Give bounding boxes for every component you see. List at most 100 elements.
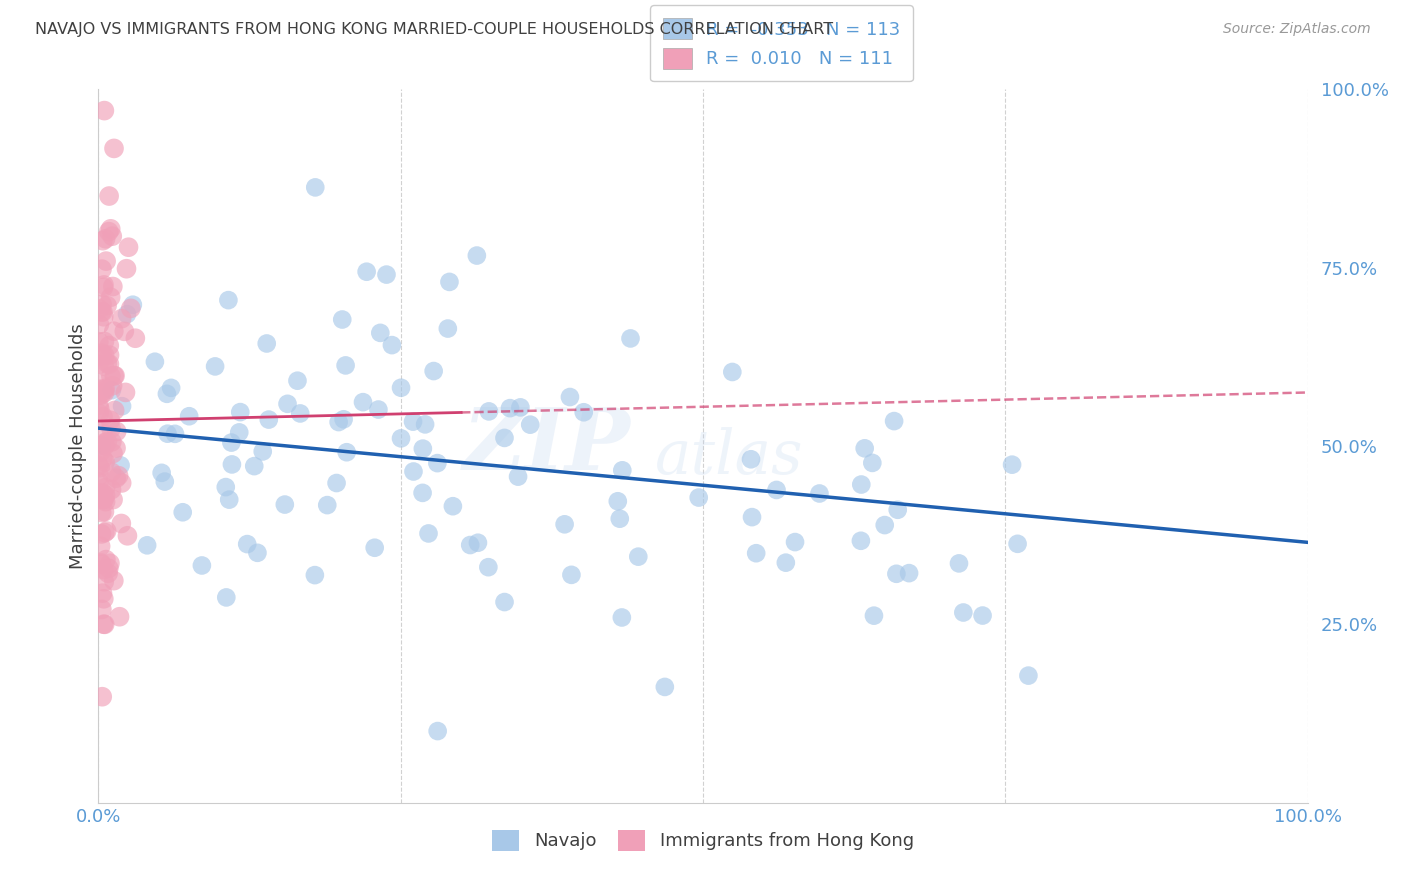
Point <box>96 299 118 313</box>
Point <box>156 426 179 441</box>
Point <box>98 556 121 570</box>
Point <box>101 279 124 293</box>
Point <box>111 311 134 326</box>
Point <box>402 415 425 429</box>
Point <box>112 324 135 338</box>
Point <box>91 690 114 704</box>
Point <box>87 334 110 349</box>
Point <box>554 517 576 532</box>
Point <box>509 401 531 415</box>
Point <box>93 384 115 398</box>
Point <box>172 505 194 519</box>
Point <box>101 378 124 392</box>
Point <box>381 338 404 352</box>
Point <box>654 680 676 694</box>
Point <box>90 602 112 616</box>
Point <box>93 492 115 507</box>
Y-axis label: Married-couple Households: Married-couple Households <box>69 323 87 569</box>
Point <box>93 277 115 292</box>
Point <box>94 439 117 453</box>
Point <box>883 414 905 428</box>
Point <box>741 510 763 524</box>
Point <box>367 402 389 417</box>
Point <box>93 334 115 349</box>
Point <box>619 331 641 345</box>
Text: atlas: atlas <box>655 426 803 487</box>
Point <box>89 468 111 483</box>
Point <box>89 377 111 392</box>
Point <box>277 397 299 411</box>
Point <box>107 468 129 483</box>
Point <box>108 609 131 624</box>
Point <box>90 556 112 570</box>
Point <box>860 456 883 470</box>
Point <box>215 591 238 605</box>
Point <box>101 434 124 449</box>
Point <box>204 359 226 374</box>
Point <box>91 262 114 277</box>
Point <box>775 556 797 570</box>
Point <box>413 417 436 432</box>
Point <box>91 451 114 466</box>
Point <box>117 240 139 254</box>
Point <box>96 434 118 449</box>
Point <box>89 407 111 421</box>
Point <box>236 537 259 551</box>
Point <box>368 326 391 340</box>
Point <box>100 369 122 384</box>
Point <box>221 458 243 472</box>
Point <box>356 265 378 279</box>
Point <box>352 395 374 409</box>
Point <box>328 415 350 429</box>
Point <box>91 297 114 311</box>
Point <box>519 417 541 432</box>
Point <box>91 346 114 360</box>
Point <box>972 608 994 623</box>
Point <box>163 426 186 441</box>
Point <box>120 301 142 316</box>
Point <box>221 435 243 450</box>
Text: Source: ZipAtlas.com: Source: ZipAtlas.com <box>1223 22 1371 37</box>
Point <box>110 458 132 473</box>
Point <box>98 338 121 352</box>
Point <box>93 385 115 400</box>
Point <box>849 533 872 548</box>
Point <box>863 608 886 623</box>
Point <box>114 385 136 400</box>
Point <box>87 398 110 412</box>
Point <box>304 568 326 582</box>
Point <box>121 298 143 312</box>
Point <box>93 280 115 294</box>
Point <box>104 368 127 383</box>
Point <box>94 552 117 566</box>
Point <box>91 425 114 440</box>
Point <box>560 567 582 582</box>
Point <box>287 374 309 388</box>
Point <box>89 349 111 363</box>
Point <box>412 442 434 456</box>
Point <box>150 466 173 480</box>
Point <box>100 483 122 497</box>
Point <box>215 480 238 494</box>
Point <box>93 103 115 118</box>
Point <box>153 475 176 489</box>
Point <box>136 538 159 552</box>
Point <box>93 435 115 450</box>
Point <box>90 438 112 452</box>
Point <box>688 491 710 505</box>
Point <box>808 486 831 500</box>
Point <box>103 368 125 383</box>
Point <box>458 538 481 552</box>
Point <box>426 724 449 739</box>
Point <box>89 402 111 417</box>
Point <box>97 566 120 581</box>
Point <box>101 492 124 507</box>
Point <box>124 331 146 345</box>
Point <box>100 290 122 304</box>
Point <box>609 512 631 526</box>
Point <box>94 481 117 495</box>
Point <box>217 293 239 307</box>
Point <box>426 456 449 470</box>
Point <box>93 563 115 577</box>
Point <box>304 180 326 194</box>
